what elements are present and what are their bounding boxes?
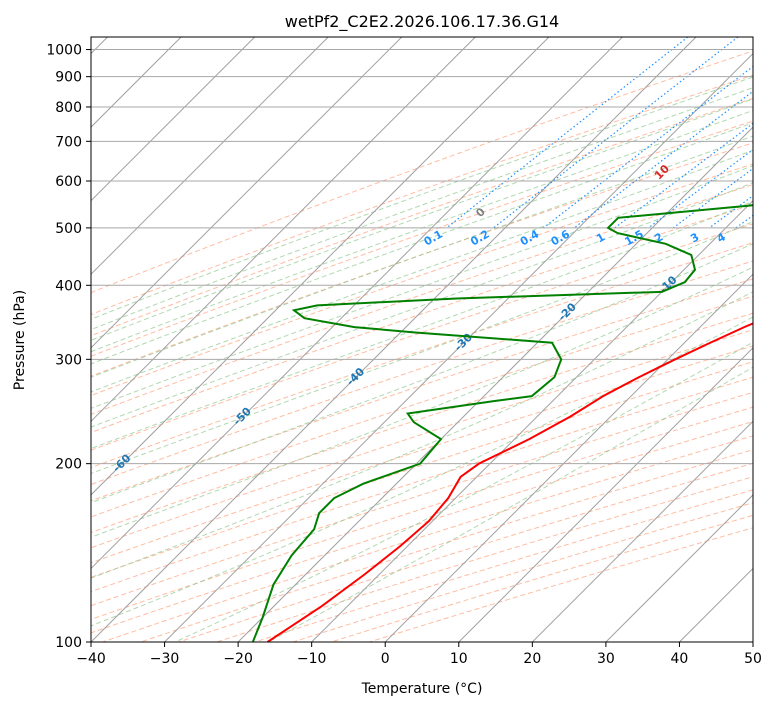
y-tick-label: 200 (55, 457, 82, 473)
dewpoint-trace (251, 204, 753, 642)
moist-adiabat (91, 76, 753, 320)
isotherm-line (91, 37, 476, 423)
sounding-traces (251, 204, 753, 642)
isotherm-line (605, 494, 753, 642)
dry-adiabat (91, 223, 753, 451)
mixing-ratio-line (614, 122, 753, 229)
moist-adiabat (91, 98, 753, 341)
y-tick-label: 500 (55, 221, 82, 237)
x-tick-label: 20 (523, 651, 541, 667)
isotherm-line (237, 126, 753, 642)
mixing-ratio-line (543, 65, 753, 229)
x-axis-ticks: −40 −30 −20 −10 0 10 20 30 40 50 (76, 642, 762, 667)
x-tick-label: 50 (744, 651, 762, 667)
mixing-ratio-label: 0.4 (518, 227, 542, 248)
moist-adiabat (91, 266, 753, 538)
dry-adiabat (91, 376, 753, 593)
moist-adiabat (174, 341, 753, 642)
dry-adiabat (91, 391, 753, 607)
mixing-ratio-line (672, 167, 753, 229)
y-tick-label: 600 (55, 174, 82, 190)
y-tick-label: 900 (55, 70, 82, 86)
mixing-ratio-line (735, 214, 753, 229)
moist-adiabat (268, 366, 753, 642)
x-axis-label: Temperature (°C) (361, 681, 483, 697)
pressure-gridlines (91, 49, 753, 642)
temperature-trace (266, 322, 753, 642)
y-axis-label: Pressure (hPa) (12, 290, 28, 390)
mixing-ratio-label: 0.1 (422, 227, 445, 248)
dry-adiabat (91, 203, 753, 434)
isotherm-line (679, 567, 753, 642)
dry-adiabat (91, 278, 753, 502)
x-tick-label: 30 (597, 651, 615, 667)
isotherm-line (91, 37, 329, 275)
dry-adiabat-label: 10 (652, 162, 672, 182)
isotherm-line (458, 347, 753, 642)
isotherm-line (752, 641, 753, 642)
mixing-ratio-line (573, 90, 753, 229)
dry-adiabat (91, 163, 753, 397)
dry-adiabat (91, 361, 753, 578)
chart-title: wetPf2_C2E2.2026.106.17.36.G14 (285, 12, 559, 32)
mixing-ratio-line (493, 37, 739, 229)
x-tick-label: −20 (223, 651, 253, 667)
y-tick-label: 400 (55, 278, 82, 294)
plot-background-lines (91, 37, 753, 642)
x-tick-label: 0 (381, 651, 390, 667)
dry-adiabat (91, 345, 753, 564)
moist-adiabat (91, 182, 753, 428)
y-tick-label: 800 (55, 100, 82, 116)
y-tick-label: 700 (55, 134, 82, 150)
dry-adiabat (102, 435, 753, 642)
moist-adiabat (91, 200, 753, 450)
dry-adiabat (91, 142, 753, 377)
mixing-ratio-label: 0.6 (549, 227, 573, 248)
y-tick-label: 100 (55, 635, 82, 651)
dry-adiabat (91, 184, 753, 415)
y-axis-ticks: 100 200 300 400 500 600 700 800 900 1000 (46, 43, 91, 651)
moist-adiabat (91, 122, 753, 365)
y-tick-label: 300 (55, 352, 82, 368)
x-tick-label: −10 (297, 651, 327, 667)
isotherm-line (91, 37, 623, 570)
dry-adiabat (91, 97, 753, 337)
isotherm-line (91, 37, 697, 642)
x-tick-label: 40 (671, 651, 689, 667)
isotherm-line (91, 37, 256, 202)
isotherm-line (531, 420, 753, 642)
dry-adiabat (292, 502, 753, 642)
y-tick-label: 1000 (46, 43, 82, 59)
isotherm-line (384, 273, 753, 642)
moist-adiabat (91, 149, 753, 393)
isotherm-line (311, 199, 753, 642)
dry-adiabat (91, 312, 753, 534)
dry-adiabat (91, 50, 753, 294)
dry-adiabat (330, 514, 753, 642)
dry-adiabat (178, 462, 753, 642)
isotherm-line (91, 37, 403, 349)
dry-adiabat (91, 242, 753, 469)
dry-adiabat (91, 329, 753, 549)
isotherm-line (164, 52, 753, 642)
dry-adiabat (91, 295, 753, 518)
moist-adiabat (91, 243, 753, 504)
x-tick-label: −30 (150, 651, 180, 667)
x-tick-label: 10 (450, 651, 468, 667)
isotherm-line (91, 37, 550, 496)
plot-frame (90, 36, 754, 643)
dry-adiabat (369, 527, 753, 642)
x-tick-label: −40 (76, 651, 106, 667)
moist-adiabat (91, 165, 753, 409)
